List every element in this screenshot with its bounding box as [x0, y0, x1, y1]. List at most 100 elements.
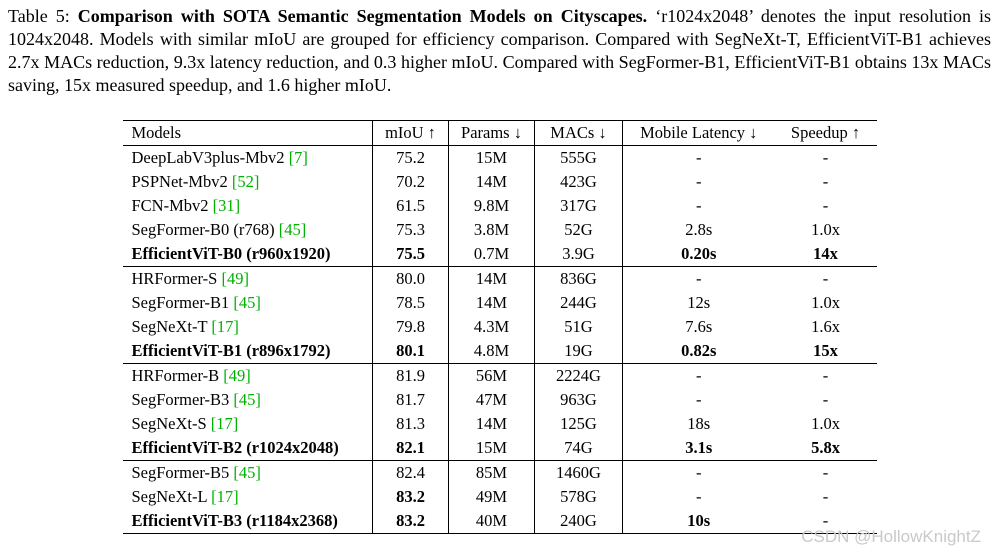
cell-latency: - — [696, 196, 702, 216]
cell-latency: 7.6s — [685, 317, 713, 337]
cell-miou: 83.2 — [372, 485, 449, 510]
cell-macs: 19G — [534, 339, 623, 364]
citation-link[interactable]: [7] — [284, 148, 308, 168]
cell-model: EfficientViT-B2 (r1024x2048) — [122, 436, 373, 461]
cell-latency: 12s — [687, 293, 711, 313]
cell-params: 14M — [448, 266, 535, 292]
table-row: SegNeXt-T [17] 79.8 4.3M 51G 7.6s 1.6x — [122, 315, 877, 340]
caption-body: ‘r1024x2048’ denotes the input resolutio… — [8, 6, 991, 96]
cell-params: 15M — [448, 436, 535, 461]
table-row: SegFormer-B0 (r768) [45] 75.3 3.8M 52G 2.8s 1… — [122, 218, 877, 243]
cell-speedup: - — [822, 148, 829, 168]
cell-speedup: - — [774, 460, 877, 486]
cell-miou: 81.7 — [372, 388, 449, 413]
cell-macs: 963G — [534, 388, 623, 413]
model-name: SegNeXt-L — [131, 487, 207, 507]
cell-latency: 2.8s — [685, 220, 713, 240]
cell-speedup: 1.0x — [811, 293, 840, 313]
citation-link[interactable]: [45] — [229, 293, 261, 313]
cell-model: SegFormer-B0 (r768) [45] — [122, 218, 373, 243]
model-name: EfficientViT-B2 (r1024x2048) — [131, 438, 339, 458]
cell-miou: 78.5 — [372, 291, 449, 316]
cell-macs: 125G — [534, 412, 623, 437]
cell-macs: 317G — [534, 194, 623, 219]
cell-miou: 75.5 — [372, 242, 449, 267]
model-name: HRFormer-S — [131, 269, 218, 289]
cell-params: 4.3M — [448, 315, 535, 340]
table-row: SegFormer-B1 [45] 78.5 14M 244G 12s 1.0x — [122, 291, 877, 316]
cell-params: 14M — [448, 170, 535, 195]
cell-model: PSPNet-Mbv2 [52] — [122, 170, 373, 195]
cell-macs: 51G — [534, 315, 623, 340]
citation-link[interactable]: [45] — [274, 220, 307, 240]
table-header: Models mIoU ↑ Params ↓ MACs ↓ Mobile Latency… — [122, 120, 877, 147]
citation-link[interactable]: [17] — [206, 487, 239, 507]
cell-latency: 0.82s — [681, 341, 717, 361]
citation-link[interactable]: [49] — [217, 269, 249, 289]
cell-latency: 18s — [687, 414, 711, 434]
cell-params: 85M — [448, 460, 535, 486]
cell-miou: 75.2 — [372, 145, 449, 171]
model-name: PSPNet-Mbv2 — [131, 172, 228, 192]
cell-params: 49M — [448, 485, 535, 510]
cell-params: 56M — [448, 363, 535, 389]
cell-miou: 82.1 — [372, 436, 449, 461]
model-name: HRFormer-B — [131, 366, 220, 386]
column-header: Params ↓ — [448, 120, 535, 147]
citation-link[interactable]: [49] — [219, 366, 251, 386]
cell-params: 40M — [448, 509, 535, 534]
citation-link[interactable]: [17] — [207, 317, 239, 337]
results-table: Models mIoU ↑ Params ↓ MACs ↓ Mobile Latency… — [122, 120, 877, 535]
cell-miou: 80.0 — [372, 266, 449, 292]
watermark: CSDN @HollowKnightZ — [801, 527, 981, 546]
cell-macs: 555G — [534, 145, 623, 171]
cell-macs: 244G — [534, 291, 623, 316]
cell-model: SegNeXt-S [17] — [122, 412, 373, 437]
cell-macs: 240G — [534, 509, 623, 534]
table-row: SegNeXt-L [17] 83.2 49M 578G - - — [122, 485, 877, 510]
column-header: Models — [122, 120, 373, 147]
model-name: SegNeXt-T — [131, 317, 208, 337]
cell-model: SegNeXt-L [17] — [122, 485, 373, 510]
cell-macs: 836G — [534, 266, 623, 292]
cell-speedup: - — [822, 172, 829, 192]
header-row: Models mIoU ↑ Params ↓ MACs ↓ Mobile Latency… — [122, 120, 877, 147]
cell-macs: 74G — [534, 436, 623, 461]
model-name: SegFormer-B5 — [131, 463, 230, 483]
cell-params: 15M — [448, 145, 535, 171]
model-name: DeepLabV3plus-Mbv2 — [131, 148, 285, 168]
cell-speedup: - — [822, 390, 829, 410]
model-name: SegFormer-B0 (r768) — [131, 220, 275, 240]
cell-speedup: 15x — [813, 341, 838, 361]
model-name: FCN-Mbv2 — [131, 196, 209, 216]
cell-model: EfficientViT-B0 (r960x1920) — [122, 242, 373, 267]
model-name: SegFormer-B1 — [131, 293, 230, 313]
cell-speedup: - — [774, 363, 877, 389]
model-name: SegNeXt-S — [131, 414, 207, 434]
table-row: EfficientViT-B3 (r1184x2368) 83.2 40M 240G 1… — [122, 509, 877, 534]
cell-speedup: 1.0x — [811, 220, 840, 240]
cell-speedup: - — [774, 266, 877, 292]
cell-speedup: - — [822, 511, 829, 531]
column-header: mIoU ↑ — [372, 120, 449, 147]
cell-latency: - — [622, 266, 775, 292]
cell-model: SegFormer-B5 [45] — [122, 460, 373, 486]
cell-params: 47M — [448, 388, 535, 413]
cell-latency: - — [622, 460, 775, 486]
cell-speedup: - — [822, 196, 829, 216]
citation-link[interactable]: [45] — [229, 463, 261, 483]
cell-latency: 0.20s — [681, 244, 717, 264]
cell-macs: 2224G — [534, 363, 623, 389]
citation-link[interactable]: [52] — [227, 172, 260, 192]
cell-latency: - — [696, 390, 702, 410]
citation-link[interactable]: [17] — [206, 414, 239, 434]
citation-link[interactable]: [31] — [208, 196, 241, 216]
table-body: DeepLabV3plus-Mbv2 [7] 75.2 15M 555G - - PSPNe… — [122, 145, 877, 534]
citation-link[interactable]: [45] — [229, 390, 261, 410]
cell-model: EfficientViT-B3 (r1184x2368) — [122, 509, 373, 534]
cell-miou: 82.4 — [372, 460, 449, 486]
cell-macs: 578G — [534, 485, 623, 510]
cell-params: 9.8M — [448, 194, 535, 219]
caption-label: Table 5: — [8, 6, 78, 26]
cell-miou: 83.2 — [372, 509, 449, 534]
